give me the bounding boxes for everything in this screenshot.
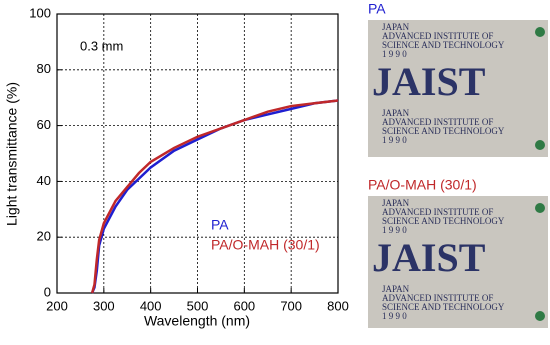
photo-logo: JAIST [372, 59, 486, 104]
data-line [90, 99, 339, 294]
photo [368, 196, 548, 328]
photo-label: PA [368, 1, 386, 17]
legend-label: PA/O-MAH (30/1) [211, 237, 320, 253]
x-tick-label: 800 [327, 298, 349, 313]
photo-mark [535, 311, 545, 321]
photo-text: ADVANCED INSTITUTE OF [382, 31, 493, 41]
x-tick-label: 400 [140, 298, 162, 313]
plot-frame [56, 13, 339, 294]
photo-mark [535, 140, 545, 150]
photo-text: 1 9 9 0 [382, 49, 407, 59]
photo-text: SCIENCE AND TECHNOLOGY [382, 126, 505, 136]
photo-text: ADVANCED INSTITUTE OF [382, 293, 493, 303]
photo-text: SCIENCE AND TECHNOLOGY [382, 302, 505, 312]
photo [368, 20, 548, 157]
y-tick-label: 80 [37, 61, 51, 76]
photo-logo: JAIST [372, 235, 486, 280]
y-tick-label: 100 [29, 5, 51, 20]
y-tick-label: 20 [37, 229, 51, 244]
photo-text: JAPAN [382, 198, 410, 208]
y-tick-label: 60 [37, 117, 51, 132]
photo-text: SCIENCE AND TECHNOLOGY [382, 40, 505, 50]
y-axis-label: Light transmittance (%) [4, 82, 20, 226]
photo-mark [535, 203, 545, 213]
photo-text: JAPAN [382, 284, 410, 294]
photo-text: SCIENCE AND TECHNOLOGY [382, 216, 505, 226]
legend-label: PA [211, 217, 229, 233]
photo-text: ADVANCED INSTITUTE OF [382, 207, 493, 217]
photo-text: JAPAN [382, 108, 410, 118]
photo-text: ADVANCED INSTITUTE OF [382, 117, 493, 127]
x-tick-label: 500 [187, 298, 209, 313]
photo-text: JAPAN [382, 22, 410, 32]
x-axis-label: Wavelength (nm) [144, 313, 250, 329]
x-tick-label: 600 [233, 298, 255, 313]
y-tick-label: 0 [44, 284, 51, 299]
x-tick-label: 700 [280, 298, 302, 313]
annotation: 0.3 mm [80, 38, 123, 53]
photo-mark [535, 27, 545, 37]
x-tick-label: 200 [46, 298, 68, 313]
photo-label: PA/O-MAH (30/1) [368, 177, 477, 193]
x-tick-label: 300 [93, 298, 115, 313]
y-tick-label: 40 [37, 173, 51, 188]
photo-text: 1 9 9 0 [382, 225, 407, 235]
photo-text: 1 9 9 0 [382, 311, 407, 321]
photo-text: 1 9 9 0 [382, 135, 407, 145]
